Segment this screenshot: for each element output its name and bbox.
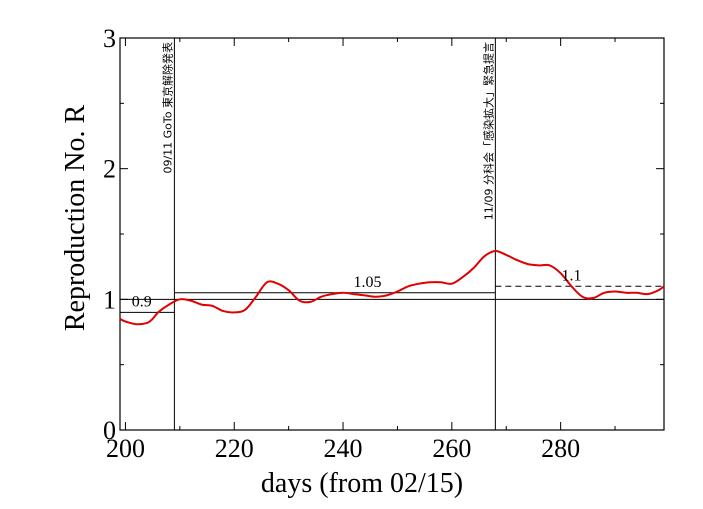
event-annotation-1: 11/09 分科会「感染拡大」緊急提言 — [481, 42, 495, 220]
level-label-1: 1.05 — [354, 274, 382, 291]
x-axis-title: days (from 02/15) — [261, 468, 463, 499]
y-axis-title: Reproduction No. R — [60, 105, 91, 332]
series-layer — [119, 250, 665, 326]
axis-tick-labels: 200 220 240 260 280 0 1 2 3 — [103, 24, 580, 463]
axis-ticks — [120, 37, 664, 431]
level-label-2: 1.1 — [562, 267, 582, 284]
y-tick-label: 1 — [103, 285, 116, 314]
x-tick-label: 220 — [215, 434, 254, 463]
x-tick-label: 280 — [541, 434, 580, 463]
level-label-0: 0.9 — [132, 293, 152, 310]
y-tick-label: 2 — [103, 155, 116, 184]
y-tick-label: 3 — [103, 24, 116, 53]
event-annotation-0: 09/11 GoTo 東京解除発表 — [160, 42, 174, 174]
series-line-0 — [119, 250, 665, 326]
x-tick-label: 240 — [324, 434, 363, 463]
y-tick-label: 0 — [103, 416, 116, 445]
event-annotations: 09/11 GoTo 東京解除発表 11/09 分科会「感染拡大」緊急提言 — [160, 42, 495, 220]
plot-area-frame — [119, 37, 665, 431]
x-tick-label: 200 — [106, 434, 145, 463]
level-labels: 0.9 1.05 1.1 — [132, 267, 582, 310]
x-tick-label: 260 — [432, 434, 471, 463]
